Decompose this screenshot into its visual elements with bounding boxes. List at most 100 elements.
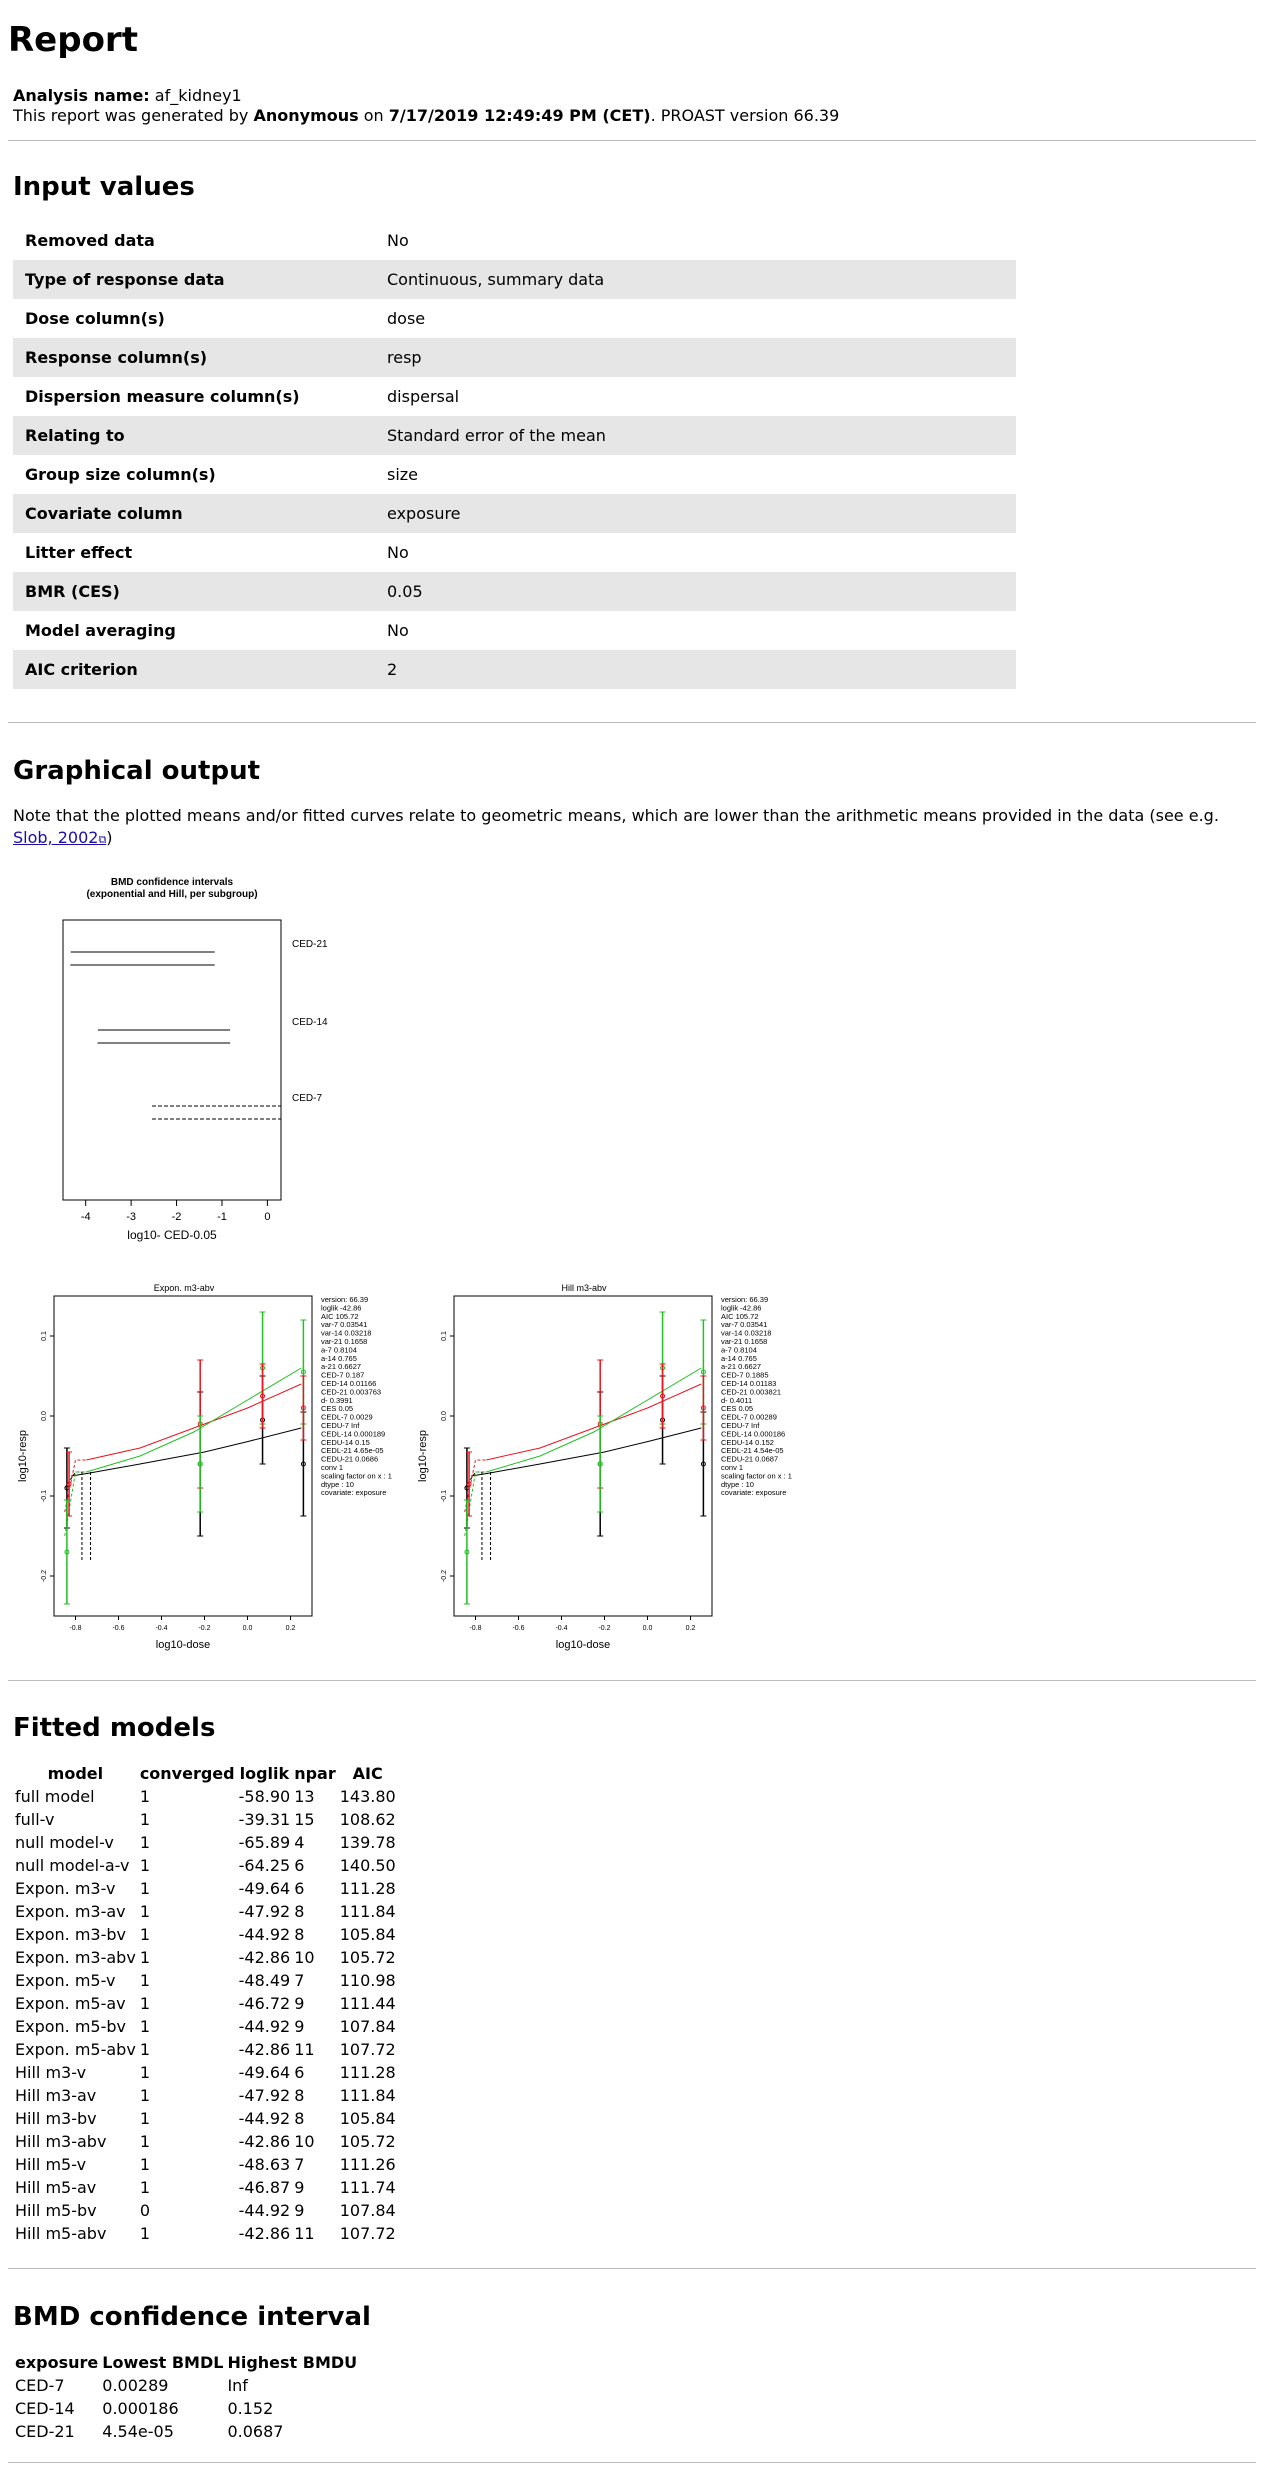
annotation-text: CED-21 0.003763 <box>321 1387 381 1396</box>
annotation-text: CED-14 0.01166 <box>321 1379 376 1388</box>
table-cell: 107.84 <box>339 2017 396 2036</box>
table-row: Hill m3-v 1 -49.64 6 111.28 <box>13 2061 398 2084</box>
table-cell: 105.72 <box>339 1948 396 1967</box>
plot-title: Hill m3-abv <box>561 1283 607 1293</box>
annotation-text: a-14 0.765 <box>721 1354 757 1363</box>
section-bmd-confidence-interval: BMD confidence interval <box>13 2302 371 2332</box>
y-tick-label: 0.1 <box>441 1331 448 1341</box>
table-cell: 1 <box>139 1879 150 1898</box>
table-cell: 1 <box>139 2132 150 2151</box>
table-cell: -48.49 <box>238 1971 291 1990</box>
data-point <box>464 1549 470 1555</box>
input-row: Type of response data Continuous, summary… <box>13 260 1016 299</box>
data-point <box>64 1549 70 1555</box>
table-cell: 6 <box>294 1879 305 1898</box>
annotation-text: CED-14 0.01183 <box>721 1379 776 1388</box>
table-cell: Hill m5-v <box>15 2155 87 2174</box>
graphical-note: Note that the plotted means and/or fitte… <box>13 806 1219 847</box>
table-cell: Hill m3-bv <box>15 2109 97 2128</box>
x-tick-label: -0.6 <box>112 1625 124 1632</box>
table-row: Hill m3-av 1 -47.92 8 111.84 <box>13 2084 398 2107</box>
fitted-curve <box>86 1383 302 1461</box>
column-header: npar <box>294 1764 336 1783</box>
annotation-text: CEDU-7 Inf <box>321 1421 360 1430</box>
data-point <box>700 1369 706 1375</box>
table-cell: 105.72 <box>339 2132 396 2151</box>
table-cell: 1 <box>139 2155 150 2174</box>
section-input-values: Input values <box>13 172 195 202</box>
table-cell: Expon. m5-av <box>15 1994 126 2013</box>
table-cell: -39.31 <box>238 1810 291 1829</box>
input-value: No <box>387 543 409 562</box>
y-tick-label: -0.1 <box>41 1490 48 1502</box>
annotation-text: CEDL-7 0.0029 <box>321 1413 373 1422</box>
input-value: dispersal <box>387 387 460 406</box>
data-point <box>660 1393 666 1399</box>
table-row: Hill m3-abv 1 -42.86 10 105.72 <box>13 2130 398 2153</box>
input-key: Relating to <box>13 416 375 455</box>
table-cell: 107.72 <box>339 2224 396 2243</box>
input-key: AIC criterion <box>13 650 375 689</box>
report-meta: Analysis name: af_kidney1 This report wa… <box>13 86 839 126</box>
table-cell: 111.84 <box>339 1902 396 1921</box>
x-axis-label: log10- CED-0.05 <box>127 1228 217 1242</box>
table-cell: 4 <box>294 1833 305 1852</box>
table-cell: null model-a-v <box>15 1856 130 1875</box>
table-cell: -47.92 <box>238 2086 291 2105</box>
divider <box>8 722 1256 723</box>
external-link-icon: ⧉ <box>98 833 107 846</box>
y-tick-label: -0.2 <box>441 1570 448 1582</box>
annotation-text: covariate: exposure <box>321 1488 386 1497</box>
table-cell: 0.00289 <box>102 2376 169 2395</box>
annotation-text: CEDL-14 0.000186 <box>721 1429 785 1438</box>
data-point <box>197 1461 203 1467</box>
analysis-label: Analysis name: <box>13 86 150 105</box>
annotation-text: dtype : 10 <box>721 1480 754 1489</box>
table-cell: -42.86 <box>238 2040 291 2059</box>
table-cell: Expon. m5-bv <box>15 2017 126 2036</box>
x-tick-label: -0.4 <box>155 1625 167 1632</box>
table-cell: 108.62 <box>339 1810 396 1829</box>
analysis-name: af_kidney1 <box>154 86 242 105</box>
table-cell: Hill m5-bv <box>15 2201 97 2220</box>
annotation-text: CEDL-14 0.000189 <box>321 1429 385 1438</box>
x-axis-label: log10-dose <box>156 1639 210 1651</box>
low-dose-segment <box>464 1471 487 1537</box>
table-cell: 0 <box>139 2201 150 2220</box>
table-cell: 1 <box>139 1948 150 1967</box>
slob-2002-link[interactable]: Slob, 2002⧉ <box>13 828 107 847</box>
table-cell: 1 <box>139 1833 150 1852</box>
annotation-text: CEDL-21 4.65e-05 <box>321 1446 384 1455</box>
gen-prefix: This report was generated by <box>13 106 249 125</box>
annotation-text: d- 0.3991 <box>321 1396 353 1405</box>
input-key: Removed data <box>25 231 155 250</box>
input-value: 2 <box>375 650 1016 689</box>
x-tick-label: 0.2 <box>686 1625 696 1632</box>
y-axis-label: log10-resp <box>17 1430 29 1482</box>
annotation-text: CES 0.05 <box>321 1404 353 1413</box>
annotation-text: dtype : 10 <box>321 1480 354 1489</box>
table-cell: 107.72 <box>339 2040 396 2059</box>
table-cell: 15 <box>294 1810 315 1829</box>
x-tick-label: 0.0 <box>643 1625 653 1632</box>
fitted-curve <box>486 1367 702 1473</box>
table-cell: 111.74 <box>339 2178 396 2197</box>
annotation-text: a-7 0.8104 <box>321 1345 357 1354</box>
input-row: Relating to Standard error of the mean <box>13 416 1016 455</box>
y-axis-label: log10-resp <box>417 1430 429 1482</box>
table-cell: 1 <box>139 1856 150 1875</box>
table-cell: 11 <box>294 2224 315 2243</box>
input-row: Removed data No <box>13 221 1016 260</box>
table-cell: -64.25 <box>238 1856 291 1875</box>
section-fitted-models: Fitted models <box>13 1713 216 1743</box>
table-cell: 110.98 <box>339 1971 396 1990</box>
x-tick-label: -0.2 <box>198 1625 210 1632</box>
input-row: AIC criterion 2 <box>13 650 1016 689</box>
table-cell: 1 <box>139 2109 150 2128</box>
input-value: Continuous, summary data <box>375 260 1016 299</box>
page-title: Report <box>8 20 138 60</box>
x-tick-label: -0.4 <box>555 1625 567 1632</box>
gen-on: on <box>363 106 384 125</box>
plot-frame <box>453 1295 713 1617</box>
x-tick-label: -0.8 <box>469 1625 481 1632</box>
